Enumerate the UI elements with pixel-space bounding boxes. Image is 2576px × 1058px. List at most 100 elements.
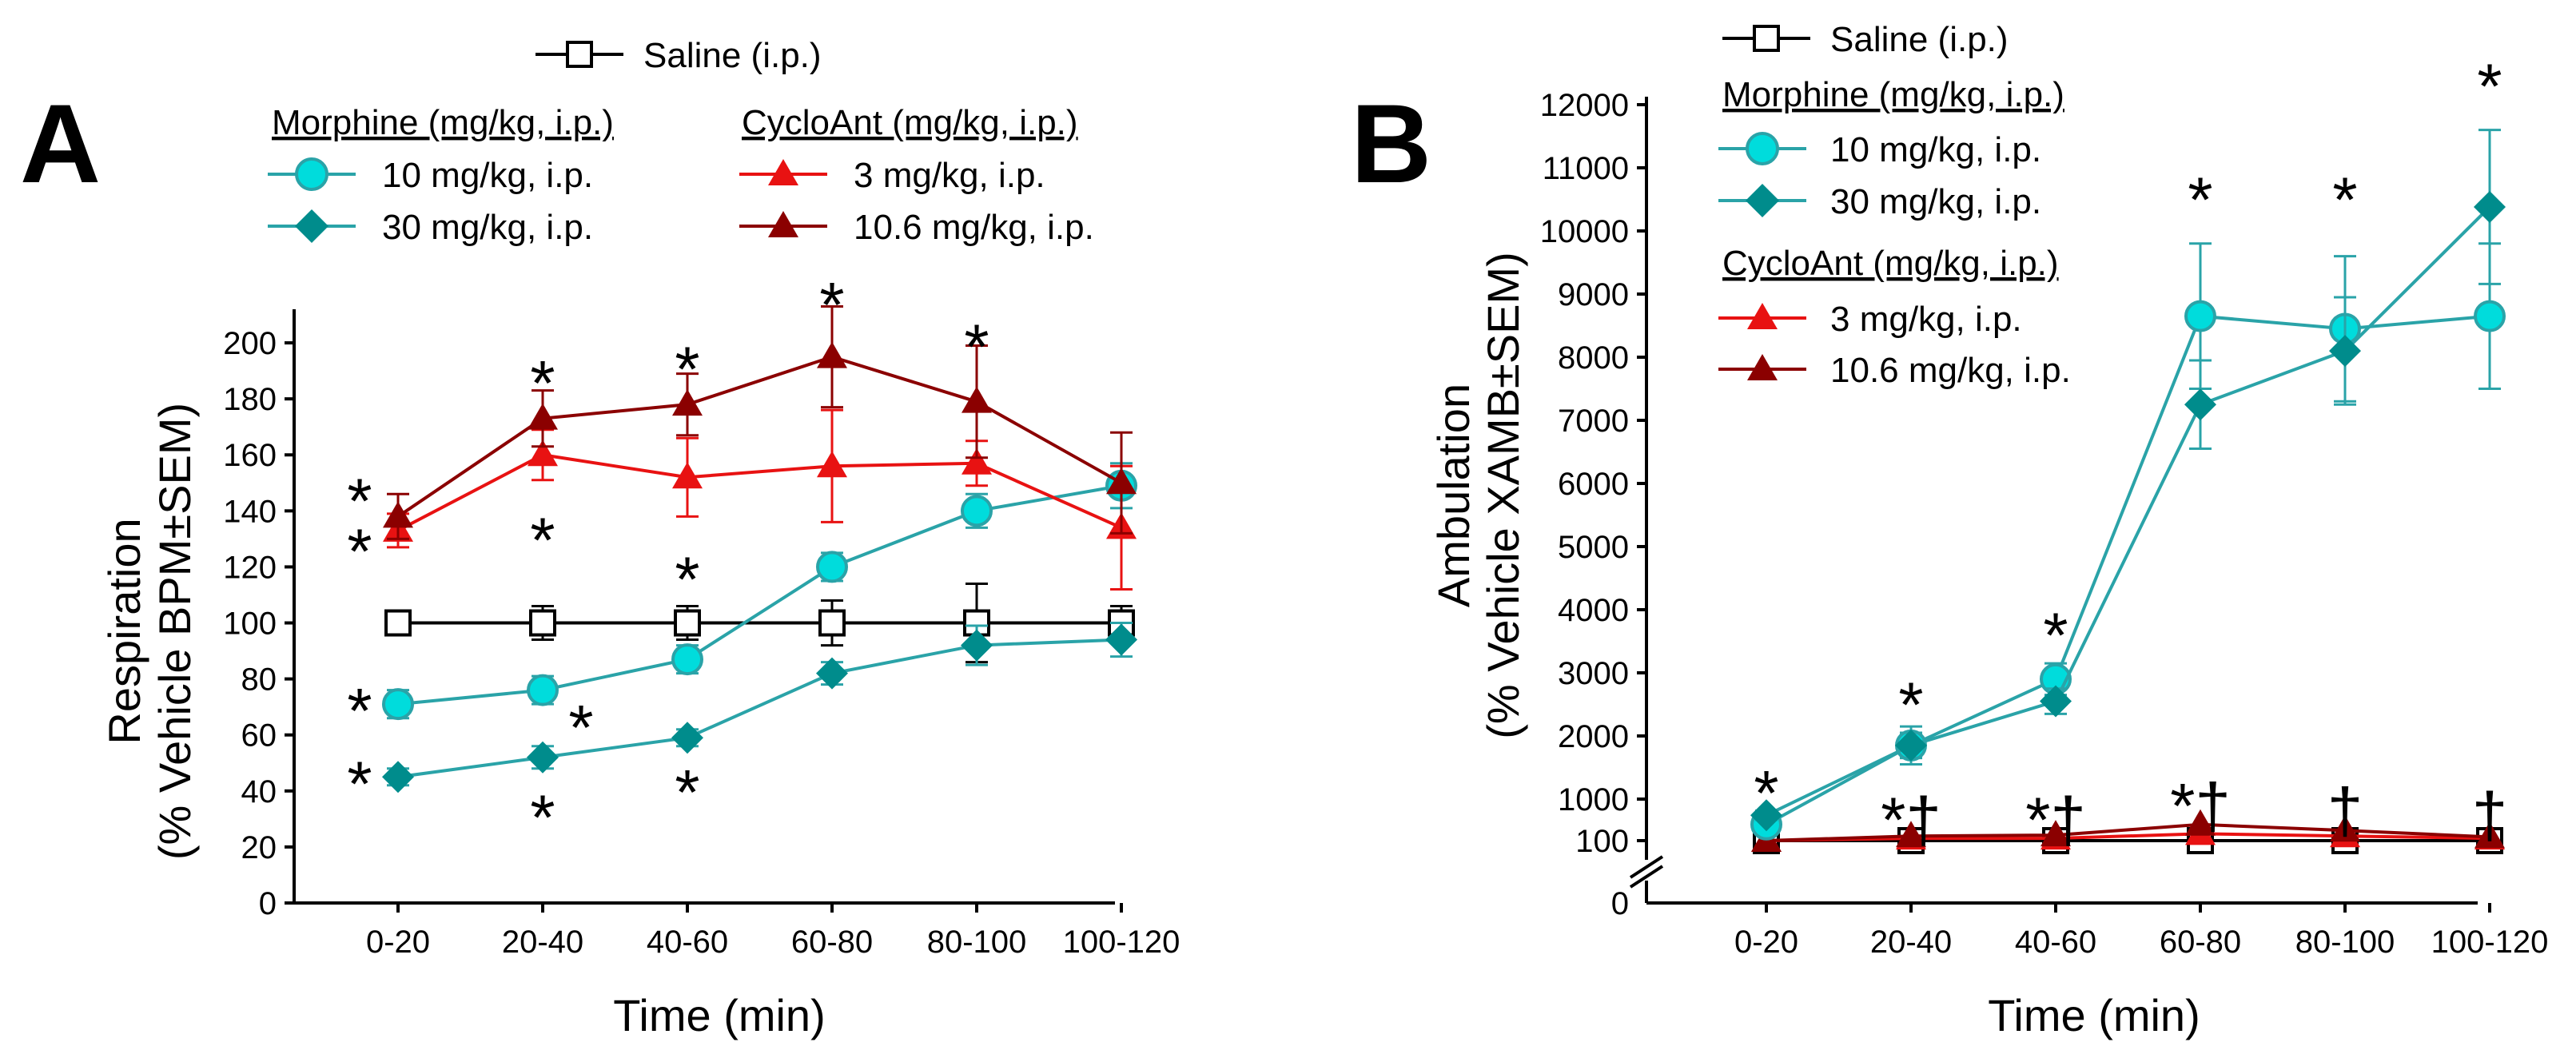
y-tick-label: 9000 [1558, 277, 1629, 312]
series-line-cycloant3 [1766, 832, 2490, 842]
significance-annotation: † [2327, 775, 2363, 846]
data-point-cycloant106 [2474, 821, 2505, 849]
panel-b-label: B [1351, 81, 1431, 206]
significance-annotation: * [568, 692, 593, 763]
y-tick-label: 180 [223, 382, 277, 417]
series-morphine10 [382, 462, 1137, 721]
square-marker-icon [566, 41, 593, 68]
y-tick-label: 10000 [1540, 214, 1629, 249]
legend-b-c106-label: 10.6 mg/kg, i.p. [1830, 351, 2071, 390]
x-tick-label: 0-20 [366, 925, 430, 960]
data-point-morphine10 [2474, 300, 2506, 332]
y-tick-label: 160 [223, 438, 277, 473]
series-line-cycloant3 [397, 453, 1122, 532]
legend-a-m10-label: 10 mg/kg, i.p. [382, 156, 593, 195]
panel-a-plot: 0 20 40 60 80 100 120 140 160 180 200 0-20 20-40 40-6… [223, 269, 1180, 960]
data-point-morphine30 [671, 722, 703, 754]
y-tick-label: 40 [241, 774, 277, 809]
y-tick-label: 6000 [1558, 467, 1629, 502]
circle-marker-icon [1746, 132, 1779, 165]
y-tick-label-zero: 0 [1611, 886, 1629, 921]
data-point-cycloant3 [528, 440, 558, 467]
triangle-marker-icon [768, 211, 798, 237]
significance-annotation: * [1754, 758, 1778, 829]
data-point-cycloant106 [2185, 809, 2216, 836]
circle-marker-icon [295, 157, 328, 191]
significance-annotation: * [675, 334, 699, 405]
significance-annotation: *† [2025, 784, 2086, 855]
x-tick-label: 0-20 [1734, 925, 1798, 960]
series-morphine30 [382, 622, 1137, 794]
data-point-cycloant106 [2040, 820, 2071, 847]
series-line-morphine10 [397, 483, 1122, 706]
series-saline [384, 582, 1135, 664]
legend-b-saline-label: Saline (i.p.) [1830, 20, 2009, 59]
y-tick-label: 100 [223, 607, 277, 642]
triangle-marker-icon [1747, 303, 1778, 329]
diamond-marker-icon [295, 209, 328, 243]
legend-a-c3-label: 3 mg/kg, i.p. [854, 156, 1045, 195]
significance-annotation: * [2188, 165, 2212, 236]
significance-annotation: * [675, 543, 699, 615]
triangle-marker-icon [1747, 354, 1778, 380]
legend-b-m30-label: 30 mg/kg, i.p. [1830, 182, 2041, 221]
data-point-cycloant106 [383, 501, 413, 528]
significance-annotation: * [2477, 50, 2502, 121]
significance-annotation: * [2043, 600, 2068, 671]
data-point-morphine30 [382, 761, 414, 794]
data-point-morphine30 [2474, 190, 2506, 223]
significance-annotation: * [675, 757, 699, 828]
panel-b-legend: Saline (i.p.) Morphine (mg/kg, i.p.) 10 … [1718, 20, 2071, 390]
significance-annotation: * [1898, 670, 1923, 741]
legend-a-saline-label: Saline (i.p.) [643, 36, 822, 75]
significance-annotation: * [347, 748, 372, 819]
data-point-morphine10 [961, 495, 993, 527]
legend-b-m10-label: 10 mg/kg, i.p. [1830, 130, 2041, 169]
data-point-morphine30 [1750, 799, 1782, 832]
y-tick-label: 20 [241, 830, 277, 865]
significance-annotation: * [347, 675, 372, 746]
series-line-cycloant106 [396, 355, 1122, 519]
data-point-cycloant106 [962, 386, 992, 413]
data-point-cycloant106 [528, 403, 558, 430]
data-point-saline [384, 609, 412, 637]
data-point-saline [818, 609, 846, 637]
data-point-morphine10 [2184, 300, 2216, 332]
significance-annotation: * [347, 465, 372, 536]
data-point-morphine30 [527, 741, 559, 774]
data-point-saline [674, 609, 701, 637]
series-cycloant3 [383, 408, 1137, 591]
x-tick-label: 20-40 [1870, 925, 1952, 960]
y-tick-label: 11000 [1543, 151, 1629, 186]
significance-annotation: † [2472, 780, 2508, 851]
axis-break-mark [1629, 855, 1664, 879]
significance-annotation: * [347, 515, 372, 587]
series-morphine30 [1750, 129, 2506, 832]
panel-a-label: A [20, 81, 101, 206]
panel-b-ylabel-units: (% Vehicle XAMB±SEM) [1478, 252, 1528, 739]
data-point-cycloant106 [817, 341, 847, 368]
significance-annotation: * [819, 269, 844, 340]
data-point-morphine10 [382, 688, 414, 721]
square-marker-icon [1753, 25, 1780, 52]
panel-b-ylabel: Ambulation [1428, 384, 1479, 607]
series-cycloant106 [1751, 809, 2505, 852]
panel-a-ylabel-units: (% Vehicle BPM±SEM) [149, 403, 200, 860]
x-tick-label: 60-80 [791, 925, 873, 960]
significance-annotation: * [530, 782, 555, 853]
series-cycloant106 [383, 304, 1137, 540]
x-tick-label: 40-60 [2015, 925, 2096, 960]
series-line-morphine10 [1766, 314, 2490, 826]
data-point-cycloant106 [672, 389, 703, 416]
panel-b-plot: 100 1000 2000 3000 4000 5000 6000 7000 8000 9000 1… [1540, 50, 2549, 960]
y-tick-label: 7000 [1558, 404, 1629, 439]
data-point-morphine30 [961, 629, 993, 662]
data-point-morphine30 [1895, 729, 1927, 762]
legend-b-cycloant-header: CycloAnt (mg/kg, i.p.) [1722, 244, 2059, 283]
y-tick-label: 2000 [1558, 719, 1629, 754]
y-tick-label: 80 [241, 662, 277, 698]
data-point-cycloant106 [2330, 815, 2360, 842]
y-tick-label: 60 [241, 718, 277, 754]
x-tick-label: 80-100 [927, 925, 1027, 960]
